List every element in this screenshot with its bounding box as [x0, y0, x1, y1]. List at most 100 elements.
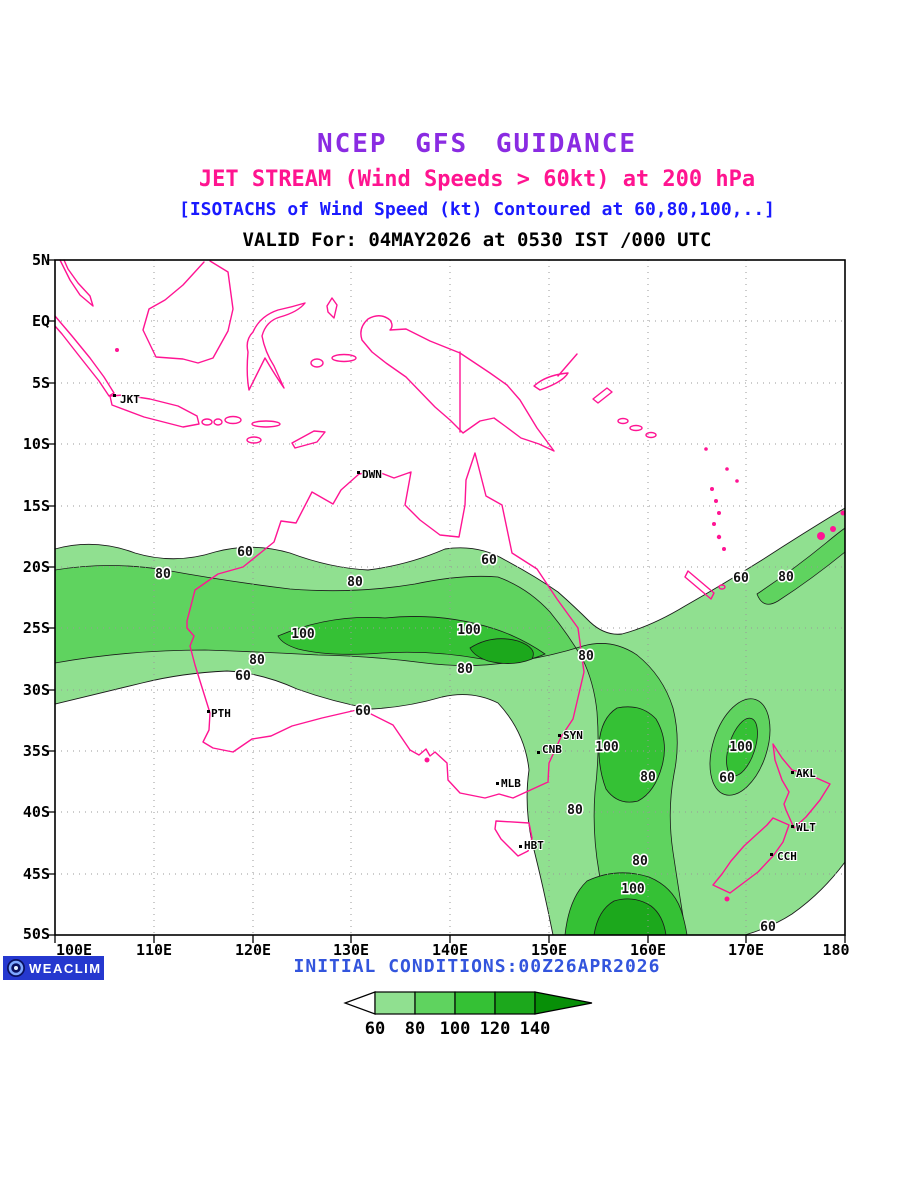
contour-label: 60 [237, 545, 253, 560]
lat-label: EQ [32, 312, 50, 330]
city-label-canberra: CNB [542, 743, 562, 756]
lat-label: 35S [23, 742, 50, 760]
contour-label: 100 [291, 627, 315, 642]
title-valid-time: VALID For: 04MAY2026 at 0530 IST /000 UT… [243, 229, 712, 251]
new-zealand-south-island [712, 817, 790, 894]
lon-label: 170E [728, 941, 764, 959]
legend-swatch-60 [374, 991, 416, 1015]
city-label-sydney: SYN [563, 729, 583, 742]
lat-label: 5S [32, 374, 50, 392]
contour-label: 60 [235, 669, 251, 684]
city-labels: JKT DWN PTH SYN CNB MLB HBT AKL WLT CCH [119, 392, 817, 864]
contour-label: 80 [778, 570, 794, 585]
legend-above-max-arrow [534, 991, 593, 1015]
lat-label: 45S [23, 865, 50, 883]
lat-label: 5N [32, 251, 50, 269]
coastlines [54, 259, 846, 902]
contour-label: 80 [640, 770, 656, 785]
contour-label: 60 [481, 553, 497, 568]
sulawesi-coastline [246, 302, 306, 391]
logo-dot-icon [14, 966, 18, 970]
weaclim-logo: WEACLIM [3, 956, 104, 980]
city-label-melbourne: MLB [501, 777, 521, 790]
initial-conditions-text: INITIAL CONDITIONS:00Z26APR2026 [294, 956, 661, 977]
longitude-axis: 100E 110E 120E 130E 140E 150E 160E 170E … [56, 941, 850, 959]
contour-label: 80 [347, 575, 363, 590]
lon-label: 160E [630, 941, 666, 959]
city-markers [113, 394, 794, 856]
axis-ticks [47, 259, 846, 943]
isotach-100-region-nz [726, 717, 758, 777]
borneo-coastline [142, 260, 234, 364]
sumatra-coastline [54, 315, 115, 397]
isotach-100-region-tasman [598, 706, 665, 803]
city-label-perth: PTH [211, 707, 231, 720]
contour-label: 100 [595, 740, 619, 755]
color-legend: 60 80 100 120 140 [343, 991, 593, 1039]
city-label-auckland: AKL [796, 767, 816, 780]
new-guinea-coastline [360, 315, 555, 452]
title-isotachs: [ISOTACHS of Wind Speed (kt) Contoured a… [179, 199, 775, 220]
tasmania-coastline [494, 820, 533, 857]
logo-text: WEACLIM [29, 961, 102, 976]
lon-label: 150E [531, 941, 567, 959]
malay-peninsula-coastline [59, 259, 94, 307]
contour-label: 60 [719, 771, 735, 786]
contour-label: 60 [733, 571, 749, 586]
contour-label: 80 [632, 854, 648, 869]
city-label-hobart: HBT [524, 839, 544, 852]
java-coastline [109, 394, 200, 428]
lon-label: 120E [235, 941, 271, 959]
contour-label: 60 [355, 704, 371, 719]
contour-label: 80 [457, 662, 473, 677]
contour-label: 80 [249, 653, 265, 668]
lon-label: 130E [333, 941, 369, 959]
lat-label: 30S [23, 681, 50, 699]
lat-label: 25S [23, 619, 50, 637]
title-model: NCEP GFS GUIDANCE [317, 129, 637, 159]
isotach-120-region-south [593, 898, 667, 936]
city-label-wellington: WLT [796, 821, 816, 834]
contour-label: 80 [578, 649, 594, 664]
maluku-islands [310, 297, 357, 368]
contour-label: 80 [567, 803, 583, 818]
legend-label: 120 [480, 1019, 511, 1039]
contour-label: 100 [457, 623, 481, 638]
lat-label: 20S [23, 558, 50, 576]
contour-label: 60 [760, 920, 776, 935]
latitude-axis: 5N EQ 5S 10S 15S 20S 25S 30S 35S 40S 45S… [23, 251, 50, 943]
city-label-christchurch: CCH [777, 850, 797, 863]
contour-label: 80 [155, 567, 171, 582]
legend-swatch-80 [414, 991, 456, 1015]
legend-labels: 60 80 100 120 140 [365, 1019, 551, 1039]
title-product: JET STREAM (Wind Speeds > 60kt) at 200 h… [199, 167, 755, 192]
lat-label: 40S [23, 803, 50, 821]
city-label-darwin: DWN [362, 468, 382, 481]
lat-label: 10S [23, 435, 50, 453]
logo-ring-icon [8, 960, 24, 976]
legend-below-min-arrow [343, 991, 376, 1015]
legend-swatch-120 [494, 991, 536, 1015]
legend-label: 80 [405, 1019, 425, 1039]
lesser-sunda-islands [201, 415, 326, 449]
legend-label: 140 [520, 1019, 551, 1039]
new-britain-solomon-islands [533, 353, 657, 439]
lat-label: 15S [23, 497, 50, 515]
contour-label: 100 [729, 740, 753, 755]
small-islands [115, 348, 846, 902]
legend-label: 100 [440, 1019, 471, 1039]
australia-coastline [186, 452, 585, 799]
lat-label: 50S [23, 925, 50, 943]
new-caledonia-coastline [684, 570, 726, 600]
lon-label: 180 [822, 941, 849, 959]
isotach-120-region-west [469, 638, 534, 664]
lon-label: 110E [136, 941, 172, 959]
new-zealand-north-island [772, 743, 831, 829]
lon-label: 140E [432, 941, 468, 959]
city-label-jakarta: JKT [120, 393, 140, 406]
legend-swatch-100 [454, 991, 496, 1015]
lon-label: 100E [56, 941, 92, 959]
legend-label: 60 [365, 1019, 385, 1039]
contour-label: 100 [621, 882, 645, 897]
